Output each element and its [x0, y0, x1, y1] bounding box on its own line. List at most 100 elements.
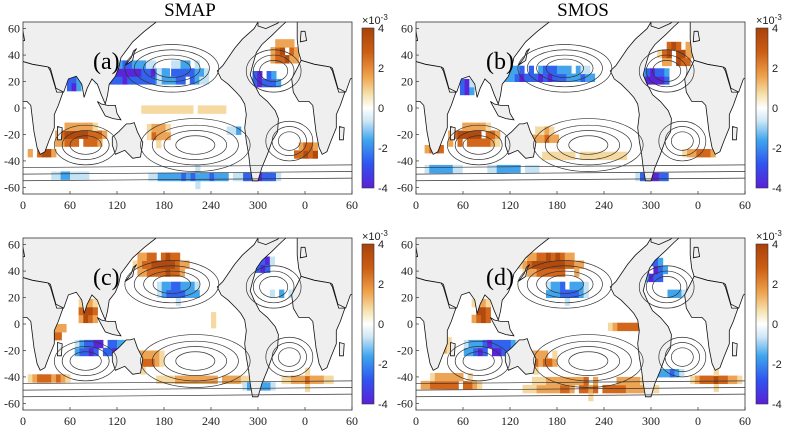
land-uk — [692, 30, 701, 43]
x-tick-label: 300 — [642, 414, 660, 428]
x-tick-label: 240 — [595, 198, 613, 212]
land-africa — [23, 277, 64, 371]
land-australia — [504, 122, 537, 159]
x-tick-label: 60 — [739, 414, 751, 428]
y-tick-label: -40 — [4, 154, 20, 168]
land-greenland — [257, 238, 280, 246]
x-tick-label: 60 — [346, 414, 358, 428]
land-indonesia — [97, 101, 122, 121]
y-tick-label: 40 — [8, 264, 20, 278]
x-tick-label: 120 — [501, 198, 519, 212]
x-tick-label: 0 — [695, 414, 701, 428]
land-uk — [299, 30, 308, 43]
colorbar: 4 2 0 -2 -4 ×10-3 — [755, 13, 782, 195]
y-tick-label: -40 — [397, 370, 413, 384]
anomaly-region — [487, 164, 540, 174]
x-tick-label: 120 — [501, 414, 519, 428]
x-tick-label: 240 — [202, 198, 220, 212]
colorbar-tick-label: -4 — [378, 183, 388, 195]
y-tick-label: -20 — [397, 343, 413, 357]
colorbar-tick-label: 4 — [772, 23, 778, 35]
land-madagascar — [450, 341, 456, 357]
colorbar: 4 2 0 -2 -4 ×10-3 — [755, 229, 782, 411]
anomaly-region — [156, 281, 200, 306]
colorbar-tick-label: -4 — [772, 183, 782, 195]
x-tick-label: 240 — [202, 414, 220, 428]
panel-label: (c) — [93, 265, 120, 291]
y-tick-label: -60 — [397, 180, 413, 194]
anomaly-region — [546, 281, 589, 306]
land-japan — [517, 48, 530, 67]
x-tick-label: 0 — [20, 414, 26, 428]
column-title-smap: SMAP — [164, 0, 216, 21]
anomaly-region — [211, 312, 217, 329]
colorbar-tick-label: 4 — [378, 239, 384, 251]
anomaly-region — [459, 78, 475, 96]
x-tick-label: 0 — [695, 198, 701, 212]
land-japan — [124, 264, 137, 283]
land-greenland — [650, 238, 673, 246]
x-tick-label: 60 — [64, 414, 76, 428]
x-tick-label: 300 — [249, 414, 267, 428]
land-africa — [416, 277, 457, 371]
land-africa — [416, 61, 457, 155]
y-tick-label: -40 — [397, 154, 413, 168]
y-tick-label: 60 — [8, 22, 20, 36]
land-madagascar — [450, 125, 456, 141]
land-africa — [684, 59, 739, 155]
y-tick-label: 0 — [14, 101, 20, 115]
land-uk — [299, 246, 308, 259]
x-tick-label: 0 — [302, 414, 308, 428]
y-tick-label: 40 — [401, 48, 413, 62]
land-americas — [216, 22, 287, 182]
contour-lines — [23, 260, 352, 398]
y-tick-label: -40 — [4, 370, 20, 384]
colorbar-tick-label: 2 — [378, 63, 384, 75]
y-tick-label: 20 — [401, 75, 413, 89]
x-tick-label: 0 — [413, 414, 419, 428]
panel-label: (b) — [486, 49, 514, 75]
colorbar: 4 2 0 -2 -4 ×10-3 — [361, 229, 388, 411]
colorbar-exponent: ×10-3 — [756, 13, 782, 27]
colorbar-tick-label: -2 — [378, 359, 388, 371]
y-tick-label: 40 — [401, 264, 413, 278]
land-americas — [609, 22, 680, 182]
contour-lines — [416, 260, 745, 398]
colorbar-exponent: ×10-3 — [362, 229, 388, 243]
y-tick-label: 60 — [401, 22, 413, 36]
land-australia — [111, 122, 144, 159]
y-tick-label: -60 — [4, 180, 20, 194]
y-tick-label: -60 — [397, 396, 413, 410]
land-australia — [787, 339, 800, 375]
colorbar-tick-label: -2 — [378, 143, 388, 155]
panel-label: (d) — [486, 265, 514, 291]
y-tick-label: -20 — [4, 127, 20, 141]
anomaly-region — [682, 149, 716, 158]
y-tick-label: 20 — [401, 291, 413, 305]
colorbar-tick-label: -2 — [772, 359, 782, 371]
colorbar-tick-label: 0 — [772, 319, 778, 331]
x-tick-label: 60 — [457, 414, 469, 428]
land-australia — [504, 338, 537, 375]
x-tick-label: 300 — [642, 198, 660, 212]
anomaly-region — [146, 123, 171, 149]
y-tick-label: 40 — [8, 48, 20, 62]
land-australia — [111, 338, 144, 375]
x-tick-label: 300 — [249, 198, 267, 212]
y-tick-label: 0 — [407, 317, 413, 331]
y-tick-label: 60 — [401, 238, 413, 252]
y-tick-label: 0 — [407, 101, 413, 115]
x-tick-label: 180 — [548, 414, 566, 428]
land-australia — [787, 123, 800, 159]
colorbar-tick-label: 2 — [378, 279, 384, 291]
colorbar-tick-label: 2 — [772, 63, 778, 75]
land-americas — [609, 238, 680, 398]
anomaly-region — [27, 374, 71, 383]
colorbar-tick-label: 0 — [378, 319, 384, 331]
land-madagascar — [732, 341, 738, 357]
